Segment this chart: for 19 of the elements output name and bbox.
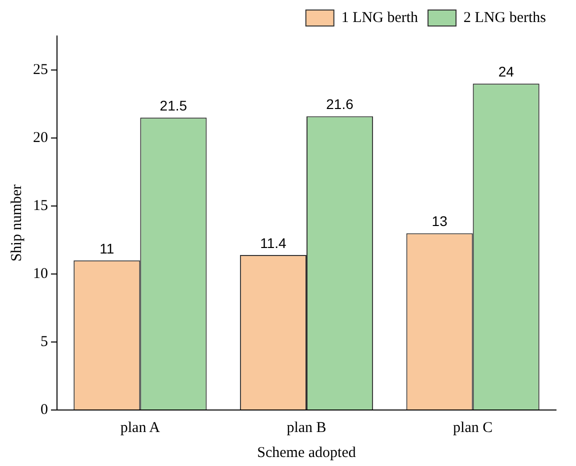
y-tick-label: 10 [33,266,48,282]
data-label: 11 [100,240,114,256]
legend-label: 2 LNG berths [464,10,546,26]
y-tick-label: 25 [33,62,48,78]
y-tick-label: 5 [40,334,48,350]
legend-label: 1 LNG berth [341,10,419,26]
y-tick-label: 15 [33,198,48,214]
data-label: 13 [432,213,448,230]
y-tick-label: 0 [40,402,48,418]
data-label: 24 [498,63,514,80]
data-label: 21.6 [326,96,354,112]
x-tick-label: plan C [453,420,493,436]
x-axis-title: Scheme adopted [257,444,356,461]
x-tick-label: plan B [286,420,326,436]
data-label: 21.5 [160,97,188,114]
data-label: 11.4 [260,234,287,251]
y-axis-title: Ship number [8,184,25,262]
x-tick-label: plan A [120,420,160,436]
y-tick-label: 20 [33,130,48,146]
